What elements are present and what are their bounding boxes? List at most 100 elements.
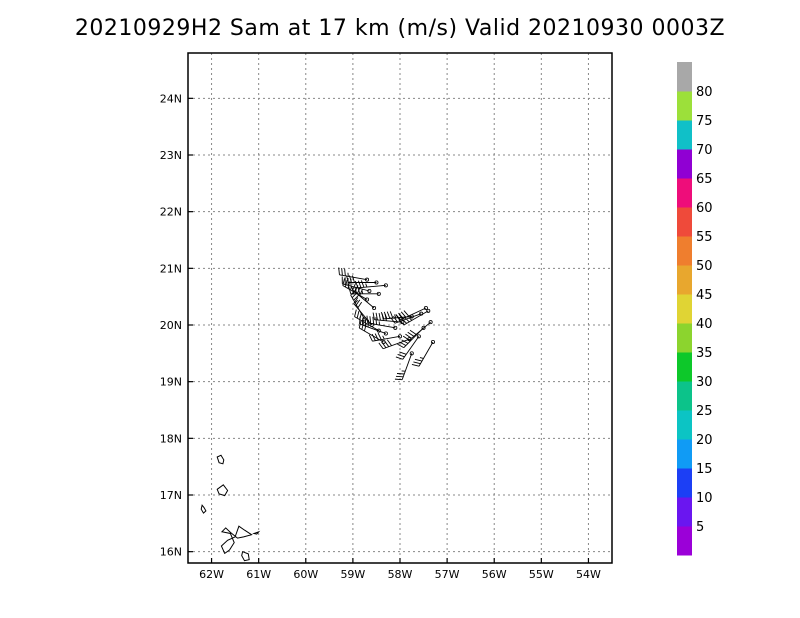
wind-barb-feather: [397, 343, 404, 349]
island-marie-galante: [241, 551, 250, 562]
wind-barb-feather: [396, 373, 405, 375]
wind-barb-feather: [398, 312, 404, 319]
wind-barb-feather: [356, 287, 361, 295]
wind-barb-feather: [366, 315, 369, 324]
wind-barb-feather: [378, 313, 381, 321]
wind-barb: [390, 311, 424, 324]
wind-barb-feather: [364, 323, 367, 332]
map-frame: [187, 52, 613, 564]
wind-barb-feather: [395, 356, 403, 360]
colorbar-swatch: [677, 207, 692, 237]
x-tick-label: 60W: [293, 568, 318, 581]
wind-barb-feather: [351, 292, 358, 298]
wind-barb-feather: [383, 311, 388, 319]
wind-barb-feather: [409, 329, 417, 335]
wind-barb-shaft: [401, 353, 413, 380]
wind-barb-feather: [411, 364, 420, 367]
colorbar-label: 20: [696, 433, 713, 448]
colorbar-label: 25: [696, 404, 713, 419]
wind-barb-feather: [393, 316, 399, 323]
colorbar-swatch: [677, 62, 692, 92]
y-tick-label: 23N: [160, 149, 182, 162]
x-tick-label: 61W: [246, 568, 271, 581]
wind-barb-shaft: [342, 283, 370, 292]
wind-barb-feather: [353, 294, 360, 301]
wind-barb-shaft: [372, 335, 401, 342]
colorbar-swatch: [677, 468, 692, 498]
wind-barb-feather: [390, 317, 396, 324]
wind-barb-feather: [386, 311, 391, 319]
wind-barb-feather: [361, 317, 364, 325]
colorbar-label: 15: [696, 462, 713, 477]
island-barbuda: [216, 454, 225, 465]
wind-barb-feather: [398, 319, 405, 326]
wind-barb-feather: [380, 311, 385, 320]
wind-station-dot: [423, 305, 428, 310]
wind-barb-feather: [358, 320, 362, 329]
y-tick-label: 17N: [160, 489, 182, 502]
wind-barb: [395, 334, 421, 360]
wind-barb-feather: [375, 312, 378, 321]
wind-barb: [411, 339, 435, 367]
wind-barb-feather: [378, 342, 384, 350]
wind-barb-feather: [352, 283, 357, 291]
island-montserrat: [200, 504, 207, 514]
wind-station-dot: [421, 325, 426, 330]
colorbar-swatch: [677, 294, 692, 324]
wind-barb: [342, 278, 370, 302]
y-tick-label: 19N: [160, 376, 182, 389]
wind-barb-feather: [347, 281, 351, 289]
wind-barb-feather: [407, 331, 415, 337]
wind-barb-feather: [344, 268, 346, 276]
x-tick-label: 54W: [576, 568, 601, 581]
wind-barb: [368, 332, 402, 342]
wind-barb-feather: [368, 334, 373, 342]
y-tick-label: 24N: [160, 92, 182, 105]
colorbar-label: 55: [696, 230, 713, 245]
wind-barb-feather: [400, 311, 407, 318]
island-guadeloupe: [220, 525, 253, 555]
wind-barb-feather: [369, 316, 372, 324]
wind-barb-feather: [394, 378, 403, 381]
colorbar-label: 65: [696, 172, 713, 187]
wind-barb-feather: [353, 297, 359, 304]
wind-barb: [394, 351, 414, 381]
x-tick-label: 62W: [199, 568, 224, 581]
wind-barb-feather: [375, 317, 378, 325]
wind-barb-shaft: [400, 307, 427, 321]
wind-barb: [354, 309, 381, 333]
wind-barb-feather: [354, 285, 359, 293]
wind-barb-half-feather: [350, 286, 352, 291]
wind-barb-feather: [413, 361, 421, 365]
wind-barb-feather: [395, 314, 401, 321]
y-tick-label: 22N: [160, 206, 182, 219]
island-antigua: [216, 484, 229, 497]
wind-barb: [341, 276, 372, 293]
wind-barb-shaft: [367, 322, 396, 329]
wind-barb-feather: [356, 310, 360, 319]
colorbar-swatch: [677, 439, 692, 469]
x-tick-label: 59W: [340, 568, 365, 581]
colorbar-label: 30: [696, 375, 713, 390]
wind-barb-feather: [357, 301, 363, 309]
x-tick-label: 55W: [529, 568, 554, 581]
wind-station-dot: [407, 337, 412, 342]
wind-barb-feather: [357, 280, 362, 288]
colorbar-label: 45: [696, 288, 713, 303]
colorbar-swatch: [677, 352, 692, 382]
wind-barb-feather: [338, 267, 340, 275]
x-tick-label: 58W: [388, 568, 413, 581]
wind-barb-feather: [352, 275, 355, 283]
wind-barb-feather: [348, 286, 352, 294]
wind-barb-half-feather: [419, 357, 424, 359]
wind-barb-feather: [386, 339, 392, 346]
y-tick-label: 16N: [160, 546, 182, 559]
colorbar-swatch: [677, 91, 692, 121]
colorbar-swatch: [677, 323, 692, 353]
wind-barb-feather: [344, 279, 348, 288]
wind-barb-feather: [414, 358, 423, 362]
wind-barb-shaft: [382, 338, 410, 350]
colorbar-swatch: [677, 410, 692, 440]
wind-barb-shaft: [350, 294, 366, 320]
wind-station-dot: [381, 339, 386, 344]
